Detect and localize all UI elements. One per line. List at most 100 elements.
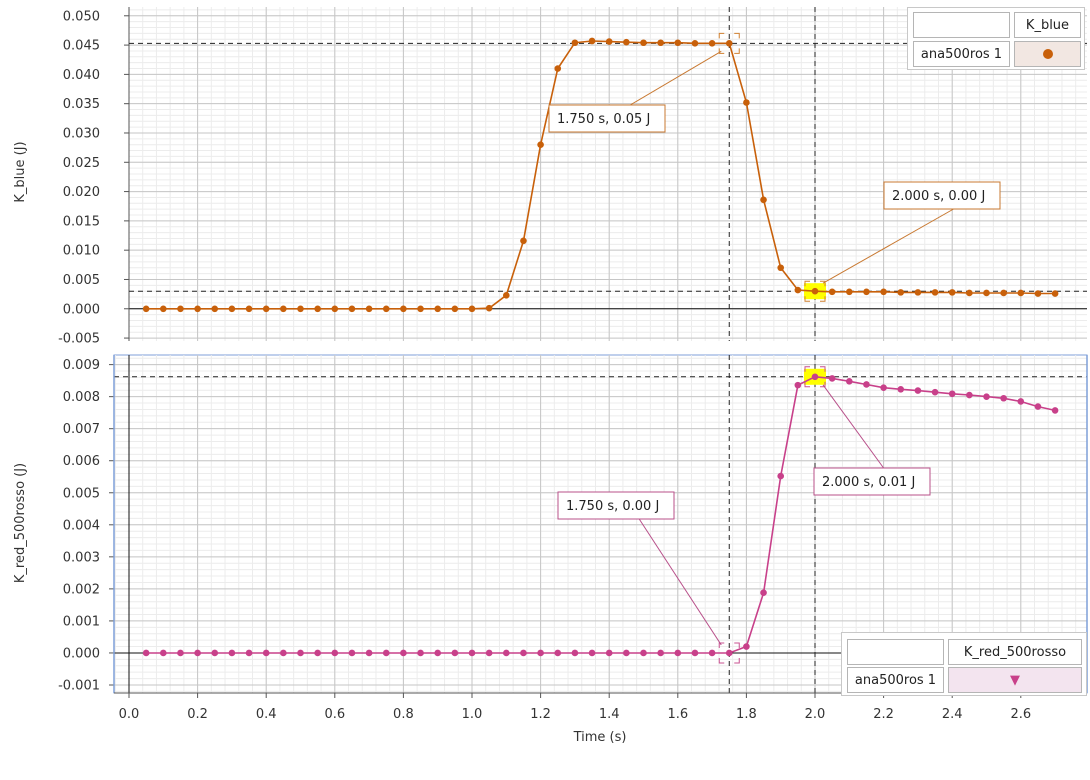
data-point <box>468 649 476 657</box>
y-tick-label: 0.005 <box>63 486 100 501</box>
data-point <box>571 39 579 47</box>
data-point <box>331 305 339 313</box>
triangle-down-icon: ▼ <box>1010 672 1020 688</box>
data-point <box>777 264 784 272</box>
y-tick-label: 0.020 <box>63 185 100 200</box>
data-point <box>434 305 442 313</box>
y-tick-label: 0.006 <box>63 454 100 469</box>
x-tick-label: 0.8 <box>393 707 414 722</box>
x-tick-label: 1.4 <box>599 707 620 722</box>
y-tick-label: 0.001 <box>63 614 100 629</box>
data-point <box>1051 290 1059 297</box>
data-point <box>314 305 321 313</box>
data-point <box>1051 407 1059 414</box>
y-tick-label: 0.025 <box>63 156 100 171</box>
data-point <box>777 472 784 480</box>
data-point <box>177 649 184 657</box>
annotation-leader <box>822 208 954 284</box>
data-point <box>1034 403 1042 410</box>
data-point <box>434 649 442 657</box>
data-point <box>160 305 167 313</box>
data-point <box>177 305 184 313</box>
data-point <box>623 649 630 657</box>
data-point <box>468 305 476 313</box>
x-tick-label: 1.8 <box>736 707 757 722</box>
annotation-leader <box>822 384 885 469</box>
data-point <box>931 388 939 396</box>
data-point <box>588 37 596 45</box>
data-point <box>554 65 562 72</box>
data-point <box>640 39 647 47</box>
data-point <box>417 649 424 657</box>
data-point <box>691 649 699 657</box>
data-point <box>1034 290 1042 297</box>
y-tick-label: 0.000 <box>63 646 100 661</box>
data-point <box>880 288 887 296</box>
data-point <box>880 384 887 391</box>
data-point <box>503 649 510 657</box>
data-point <box>211 305 219 313</box>
y-tick-label: 0.002 <box>63 582 100 597</box>
data-point <box>451 305 459 313</box>
data-point <box>554 649 562 657</box>
data-point <box>760 196 767 204</box>
data-point <box>897 289 905 296</box>
data-point <box>314 649 321 657</box>
data-point <box>983 393 990 400</box>
data-point <box>142 305 150 313</box>
data-point <box>588 649 596 657</box>
data-point <box>674 39 682 47</box>
x-tick-label: 1.6 <box>667 707 688 722</box>
x-tick-label: 2.6 <box>1010 707 1031 722</box>
data-point <box>211 649 219 657</box>
annotation-leader <box>638 518 722 646</box>
data-point <box>520 237 527 245</box>
data-point <box>931 289 939 296</box>
data-point <box>194 305 201 313</box>
data-point <box>245 305 253 313</box>
data-point <box>794 286 802 294</box>
annotation-box <box>548 104 666 133</box>
legend-header-blank <box>913 12 1010 38</box>
data-point <box>828 375 836 382</box>
data-point <box>485 304 493 312</box>
data-point <box>846 288 853 296</box>
x-tick-label: 2.2 <box>873 707 894 722</box>
data-point <box>537 649 544 657</box>
data-point <box>417 305 424 313</box>
data-point <box>194 649 201 657</box>
y-tick-label: -0.005 <box>58 332 100 347</box>
y-tick-label: 0.004 <box>63 518 100 533</box>
x-tick-label: 1.2 <box>530 707 551 722</box>
annotation-label: 1.750 s, 0.05 J <box>557 112 650 127</box>
y-tick-label: 0.009 <box>63 358 100 373</box>
y-tick-label: 0.000 <box>63 302 100 317</box>
data-point <box>451 649 459 657</box>
data-point <box>348 305 356 313</box>
data-point <box>863 288 870 296</box>
x-axis-label: Time (s) <box>573 730 627 745</box>
data-point <box>503 291 510 299</box>
y-tick-label: 0.030 <box>63 126 100 141</box>
annotation-target <box>718 642 740 664</box>
data-point <box>811 373 819 381</box>
legend-marker-button[interactable]: ▼ <box>948 667 1082 693</box>
data-point <box>794 381 802 389</box>
annotation-box <box>813 467 931 496</box>
legend-marker-button[interactable] <box>1014 41 1081 67</box>
y-tick-label: -0.001 <box>58 678 100 693</box>
data-point <box>657 649 664 657</box>
y-tick-label: 0.003 <box>63 550 100 565</box>
data-point <box>142 649 150 657</box>
annotation-target <box>804 280 826 302</box>
x-tick-label: 2.4 <box>942 707 963 722</box>
y-axis-label: K_red_500rosso (J) <box>13 463 28 583</box>
data-point <box>245 649 253 657</box>
data-point <box>760 589 767 597</box>
y-tick-label: 0.040 <box>63 68 100 83</box>
data-point <box>657 39 664 47</box>
x-tick-label: 2.0 <box>805 707 826 722</box>
data-point <box>365 649 373 657</box>
legend-column-name: K_blue <box>1014 12 1081 38</box>
data-point <box>262 649 270 657</box>
